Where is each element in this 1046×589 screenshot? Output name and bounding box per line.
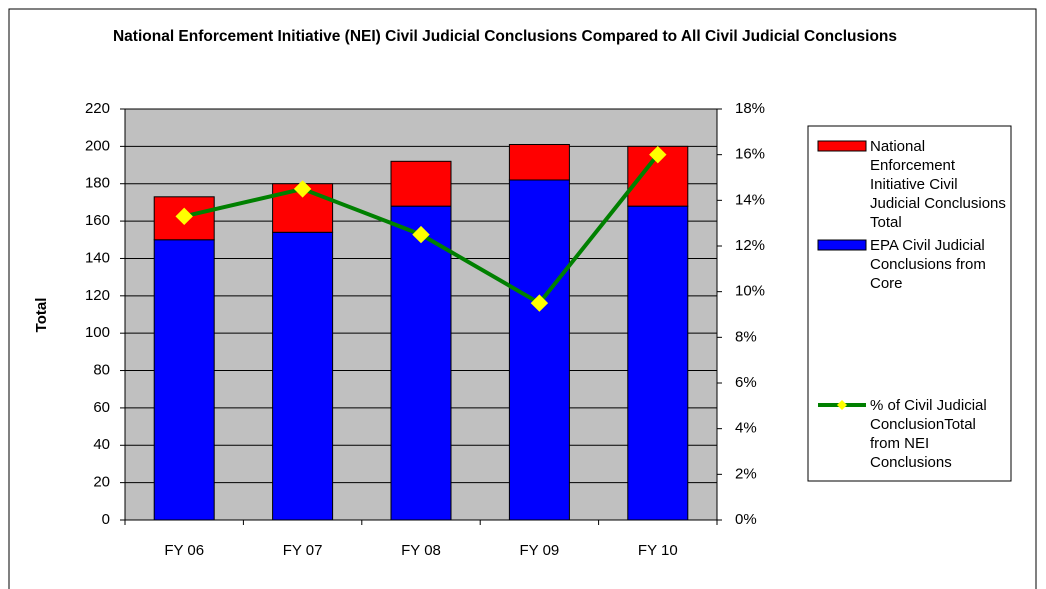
- y2-tick-label: 16%: [735, 146, 765, 163]
- x-tick-label: FY 10: [638, 542, 678, 559]
- y-tick-label: 160: [85, 212, 110, 229]
- y-tick-label: 120: [85, 287, 110, 304]
- legend-box: [807, 125, 1012, 482]
- line-marker: [175, 207, 193, 226]
- legend-marker: [837, 400, 847, 410]
- y-tick-label: 220: [85, 100, 110, 117]
- y2-tick-label: 10%: [735, 283, 765, 300]
- legend-label: National Enforcement Initiative Civil Ju…: [870, 138, 1006, 231]
- y-tick-label: 180: [85, 175, 110, 192]
- bar: [153, 239, 215, 521]
- bar: [508, 179, 570, 521]
- chart-title: National Enforcement Initiative (NEI) Ci…: [112, 28, 898, 45]
- line-marker: [293, 180, 312, 198]
- y-tick-label: 60: [93, 399, 110, 416]
- y-axis-title: Total: [33, 298, 50, 333]
- y-tick-label: 80: [93, 362, 110, 379]
- y-tick-label: 200: [85, 137, 110, 154]
- x-tick-label: FY 09: [520, 542, 560, 559]
- legend-label: EPA Civil Judicial Conclusions from Core: [870, 237, 986, 292]
- legend-swatch: [817, 239, 867, 251]
- y-tick-label: 0: [102, 511, 110, 528]
- y2-tick-label: 8%: [735, 328, 757, 345]
- y2-tick-label: 4%: [735, 420, 757, 437]
- y-tick-label: 140: [85, 249, 110, 266]
- x-tick-label: FY 08: [401, 542, 441, 559]
- bar: [390, 205, 452, 521]
- y2-tick-label: 14%: [735, 191, 765, 208]
- legend-label: % of Civil Judicial ConclusionTotal from…: [870, 397, 987, 471]
- y2-tick-label: 6%: [735, 374, 757, 391]
- y2-tick-label: 18%: [735, 100, 765, 117]
- y-tick-label: 20: [93, 474, 110, 491]
- bar: [390, 160, 452, 207]
- y-tick-label: 40: [93, 436, 110, 453]
- legend-swatch: [817, 140, 867, 152]
- x-tick-label: FY 07: [283, 542, 323, 559]
- y-tick-label: 100: [85, 324, 110, 341]
- bar: [627, 205, 689, 521]
- line-marker: [649, 145, 667, 164]
- y2-tick-label: 12%: [735, 237, 765, 254]
- x-tick-label: FY 06: [164, 542, 204, 559]
- line-marker: [412, 225, 430, 244]
- bar: [272, 231, 334, 521]
- line-marker: [530, 294, 549, 312]
- y2-tick-label: 0%: [735, 511, 757, 528]
- bar: [508, 143, 570, 181]
- y2-tick-label: 2%: [735, 465, 757, 482]
